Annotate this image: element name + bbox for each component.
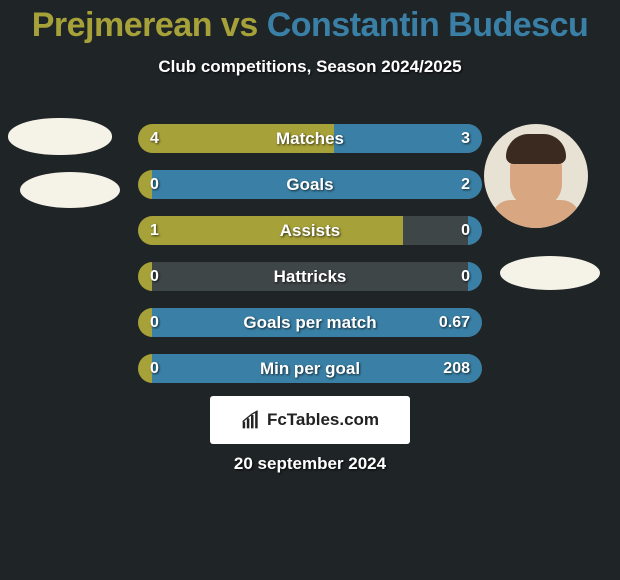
stat-label: Goals per match [138,308,482,337]
brand-text: FcTables.com [267,410,379,430]
vs-text: vs [212,6,267,44]
stat-label: Hattricks [138,262,482,291]
stat-row: Min per goal0 208 [138,354,482,383]
player2-shadow-placeholder [500,256,600,290]
comparison-title: Prejmerean vs Constantin Budescu [0,0,620,45]
stat-right-value: 0 [461,216,470,245]
stat-row: Goals0 2 [138,170,482,199]
stat-row: Goals per match0 0.67 [138,308,482,337]
player2-name: Constantin Budescu [267,6,589,44]
player1-avatar-placeholder [8,118,112,155]
stat-row: Matches4 3 [138,124,482,153]
avatar-hair-shape [506,134,566,164]
stat-label: Goals [138,170,482,199]
stat-right-value: 3 [461,124,470,153]
subtitle: Club competitions, Season 2024/2025 [0,57,620,77]
stat-left-value: 0 [150,170,159,199]
stats-bars-container: Matches43Goals02Assists10Hattricks00Goal… [138,124,482,400]
stat-label: Matches [138,124,482,153]
stat-right-value: 2 [461,170,470,199]
stat-label: Min per goal [138,354,482,383]
stat-left-value: 0 [150,262,159,291]
stat-row: Hattricks0 0 [138,262,482,291]
stat-right-value: 0.67 [439,308,470,337]
stat-left-value: 0 [150,308,159,337]
brand-badge: FcTables.com [210,396,410,444]
stat-left-value: 0 [150,354,159,383]
stat-label: Assists [138,216,482,245]
stat-right-value: 0 [461,262,470,291]
stat-left-value: 4 [150,124,159,153]
brand-chart-icon [241,410,261,430]
stat-right-value: 208 [443,354,470,383]
stat-left-value: 1 [150,216,159,245]
player1-shadow-placeholder [20,172,120,208]
footer-date: 20 september 2024 [0,454,620,474]
stat-row: Assists1 0 [138,216,482,245]
player1-name: Prejmerean [32,6,212,44]
player2-avatar [484,124,588,228]
